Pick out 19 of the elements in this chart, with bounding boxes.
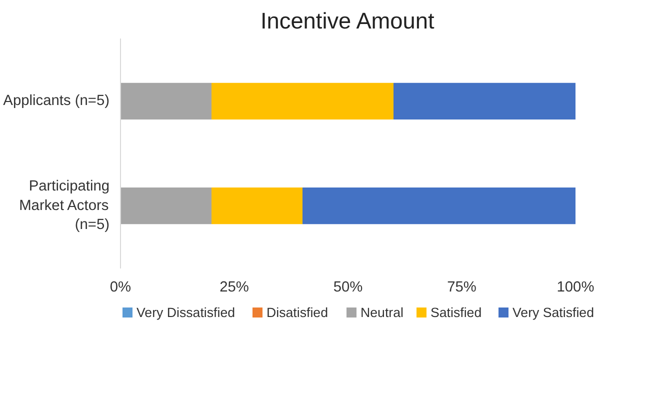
legend-label: Very Dissatisfied: [136, 305, 236, 320]
bar: [212, 187, 302, 224]
legend-label: Neutral: [360, 305, 404, 320]
y-tick-label: Participating Market Actors (n=5): [19, 178, 110, 233]
legend-label: Satisfied: [430, 305, 482, 320]
legend-label: Very Satisfied: [512, 305, 594, 320]
bar: [120, 187, 212, 224]
bar: [120, 82, 212, 120]
x-tick-label: 0%: [110, 280, 132, 296]
bar: [394, 82, 576, 120]
y-tick-label: Applicants (n=5): [3, 93, 110, 110]
bar: [212, 82, 394, 120]
x-tick-label: 100%: [556, 280, 594, 296]
bar: [302, 187, 576, 224]
x-tick-label: 75%: [447, 280, 476, 296]
x-tick-label: 50%: [333, 280, 363, 296]
chart-title: Incentive Amount: [260, 8, 435, 34]
x-tick-label: 25%: [220, 280, 249, 296]
legend-label: Disatisfied: [266, 305, 328, 320]
